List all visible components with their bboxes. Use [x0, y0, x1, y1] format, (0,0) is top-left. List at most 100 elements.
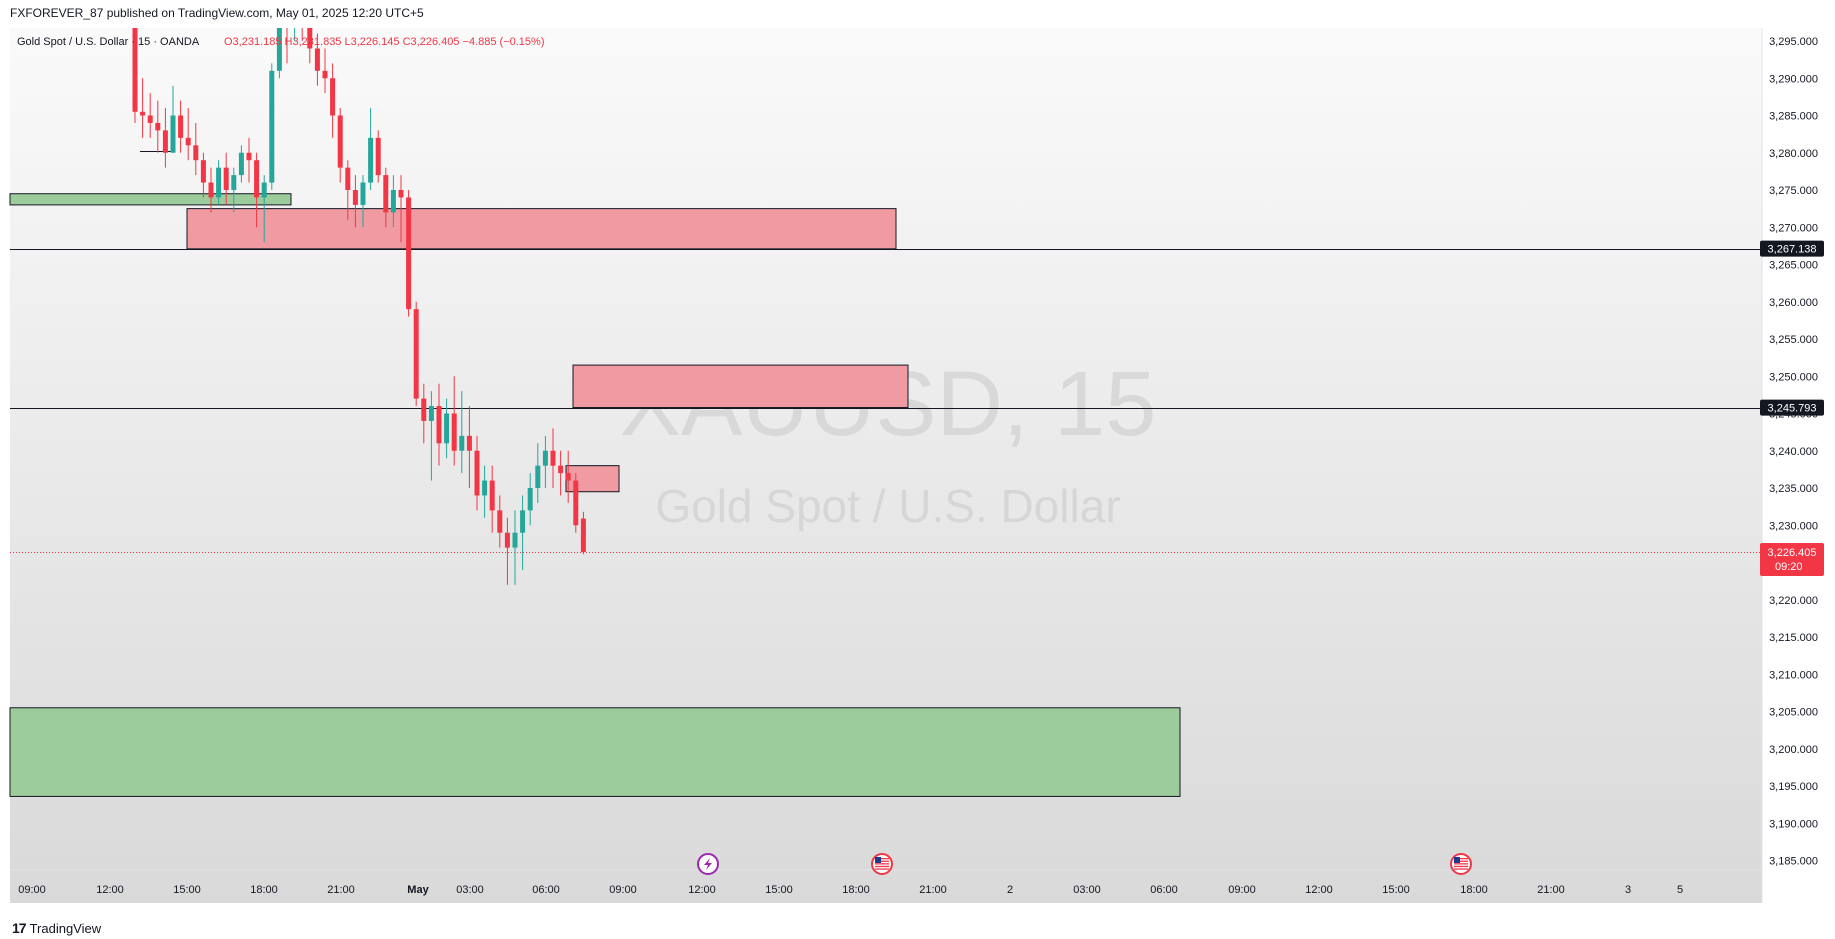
time-axis-tick-label: 15:00 [765, 884, 793, 896]
candle-body [436, 406, 442, 444]
candle-body [527, 488, 533, 511]
price-axis-tick-label: 3,255.000 [1769, 334, 1818, 346]
time-axis-tick-label: 12:00 [688, 884, 716, 896]
candle-body [428, 406, 434, 421]
price-axis-tick-label: 3,190.000 [1769, 818, 1818, 830]
demand-zone[interactable] [9, 707, 1181, 797]
candle-body [360, 182, 366, 205]
price-axis-tick-label: 3,185.000 [1769, 856, 1818, 868]
candle-body [132, 27, 138, 112]
price-axis-tick-label: 3,235.000 [1769, 483, 1818, 495]
time-axis-tick-label: 15:00 [173, 884, 201, 896]
tradingview-brand[interactable]: 17 TradingView [12, 920, 101, 936]
candle-body [520, 510, 526, 533]
level-price-tag-label: 3,267.138 [1768, 244, 1817, 256]
time-axis-tick-label: 18:00 [250, 884, 278, 896]
lightning-event-icon[interactable] [697, 853, 719, 875]
time-axis-tick-label: May [407, 884, 429, 896]
price-axis-tick-label: 3,285.000 [1769, 111, 1818, 123]
candle-body [398, 190, 404, 198]
candle-body [390, 190, 396, 213]
candle-body [170, 115, 176, 153]
price-axis-tick-label: 3,260.000 [1769, 297, 1818, 309]
price-axis-tick-label: 3,195.000 [1769, 781, 1818, 793]
us-flag-event-icon[interactable] [871, 853, 893, 875]
price-axis-tick-label: 3,230.000 [1769, 520, 1818, 532]
current-price-label: 3,226.405 [1768, 547, 1817, 559]
supply-zone[interactable] [186, 208, 897, 250]
time-axis-tick-label: 12:00 [1305, 884, 1333, 896]
time-axis-tick-label: 2 [1007, 884, 1013, 896]
time-axis-tick-label: 09:00 [609, 884, 637, 896]
price-axis-tick-label: 3,295.000 [1769, 36, 1818, 48]
candle-body [497, 510, 503, 533]
chart-legend-ohlc: O3,231.185 H3,231.835 L3,226.145 C3,226.… [224, 36, 544, 48]
price-axis-tick-label: 3,210.000 [1769, 669, 1818, 681]
candle-body [466, 435, 472, 451]
time-axis-tick-label: 21:00 [919, 884, 947, 896]
price-axis-tick-label: 3,205.000 [1769, 707, 1818, 719]
price-axis-tick-label: 3,275.000 [1769, 185, 1818, 197]
publisher-line: FXFOREVER_87 published on TradingView.co… [10, 6, 424, 20]
candle-body [208, 182, 214, 198]
tradingview-brand-label: TradingView [29, 920, 102, 936]
candle-body [352, 190, 358, 205]
candle-body [542, 450, 548, 466]
us-flag-event-icon[interactable] [1450, 853, 1472, 875]
bar-countdown-label: 09:20 [1775, 561, 1803, 573]
level-price-tag [1760, 240, 1824, 257]
time-axis-tick-label: 03:00 [456, 884, 484, 896]
candle-body [223, 167, 229, 190]
candle-body [550, 450, 556, 466]
candle-body [535, 465, 541, 488]
candle-body [489, 480, 495, 511]
demand-zone[interactable] [9, 193, 292, 206]
candle-body [155, 122, 161, 131]
time-axis-tick-label: 12:00 [96, 884, 124, 896]
candle-body [482, 480, 488, 496]
price-axis-tick-label: 3,265.000 [1769, 260, 1818, 272]
level-price-tag-label: 3,245.793 [1768, 403, 1817, 415]
candle-body [375, 137, 381, 176]
candle-body [330, 78, 336, 116]
candle-body [193, 145, 199, 161]
candle-body [254, 160, 260, 198]
candle-body [147, 115, 153, 123]
candle-body [314, 48, 320, 71]
candle-body [421, 398, 427, 421]
candle-body [307, 27, 313, 49]
candle-body [451, 413, 457, 451]
candle-body [269, 70, 275, 183]
candle-body [459, 435, 465, 451]
candle-body [276, 27, 282, 71]
time-axis-tick-label: 15:00 [1382, 884, 1410, 896]
price-axis-tick-label: 3,250.000 [1769, 371, 1818, 383]
price-axis-tick-label: 3,220.000 [1769, 595, 1818, 607]
candle-body [246, 152, 252, 161]
candle-body [238, 152, 244, 176]
time-axis-tick-label: 21:00 [1537, 884, 1565, 896]
time-axis-tick-label: 03:00 [1073, 884, 1101, 896]
candle-body [413, 309, 419, 399]
candle-body [565, 473, 571, 481]
price-axis-tick-label: 3,240.000 [1769, 446, 1818, 458]
time-axis-tick-label: 5 [1677, 884, 1683, 896]
chart-legend-symbol[interactable]: Gold Spot / U.S. Dollar · 15 · OANDA [17, 36, 200, 48]
candle-body [345, 167, 351, 190]
time-axis-tick-label: 06:00 [532, 884, 560, 896]
candle-body [580, 518, 586, 553]
time-axis-tick-label: 09:00 [1228, 884, 1256, 896]
candle-body [558, 465, 564, 474]
time-axis-tick-label: 3 [1625, 884, 1631, 896]
supply-zone[interactable] [572, 364, 909, 409]
candle-body [185, 137, 191, 146]
price-axis-tick-label: 3,280.000 [1769, 148, 1818, 160]
candle-body [383, 175, 389, 213]
time-axis-tick-label: 18:00 [1460, 884, 1488, 896]
candle-body [337, 115, 343, 168]
candle-body [573, 480, 579, 526]
level-price-tag [1760, 399, 1824, 416]
tradingview-logo-icon: 17 [12, 920, 27, 936]
candle-body [178, 115, 184, 138]
